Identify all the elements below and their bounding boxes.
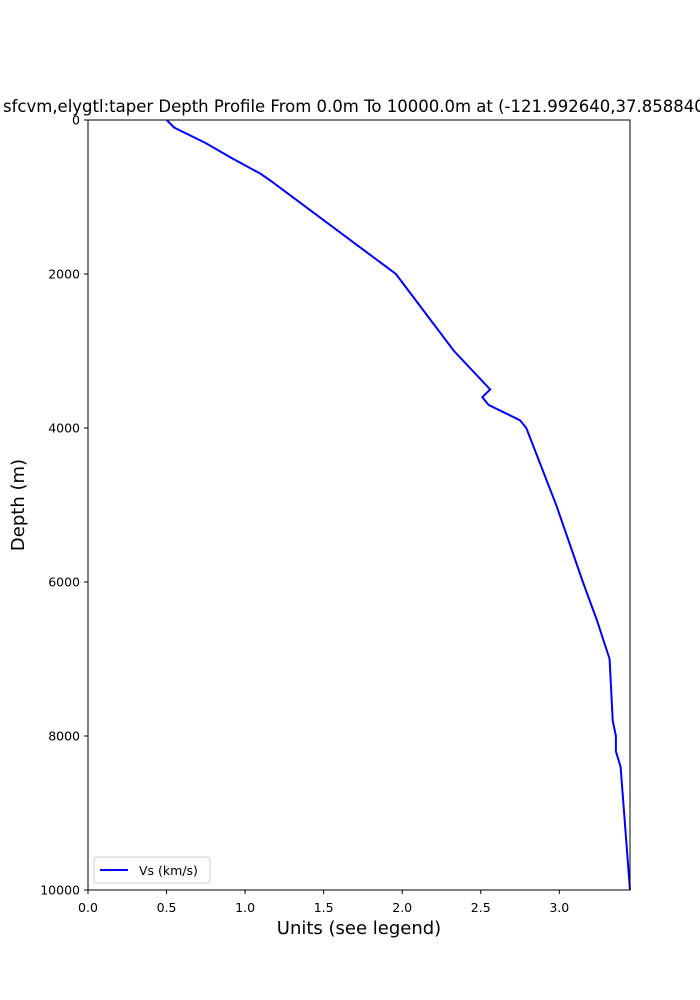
x-tick-label: 1.5: [314, 900, 334, 915]
legend-box: [93, 856, 211, 884]
y-tick-label: 8000: [48, 729, 80, 744]
y-tick-label: 10000: [40, 883, 80, 898]
x-tick-label: 0.5: [157, 900, 177, 915]
y-tick-label: 0: [72, 113, 80, 128]
x-tick-label: 2.5: [471, 900, 491, 915]
x-axis-label: Units (see legend): [277, 918, 441, 939]
legend-label: Vs (km/s): [139, 863, 198, 878]
y-axis-label: Depth (m): [8, 459, 29, 551]
chart-title: sfcvm,elygtl:taper Depth Profile From 0.…: [3, 97, 700, 116]
x-tick-label: 1.0: [235, 900, 255, 915]
y-tick-label: 2000: [48, 267, 80, 282]
x-tick-label: 2.0: [392, 900, 412, 915]
x-tick-label: 3.0: [549, 900, 569, 915]
plot-frame: [87, 119, 631, 891]
y-tick-label: 4000: [48, 421, 80, 436]
y-tick-label: 6000: [48, 575, 80, 590]
series-line-vs: [165, 119, 631, 891]
x-tick-label: 0.0: [78, 900, 98, 915]
